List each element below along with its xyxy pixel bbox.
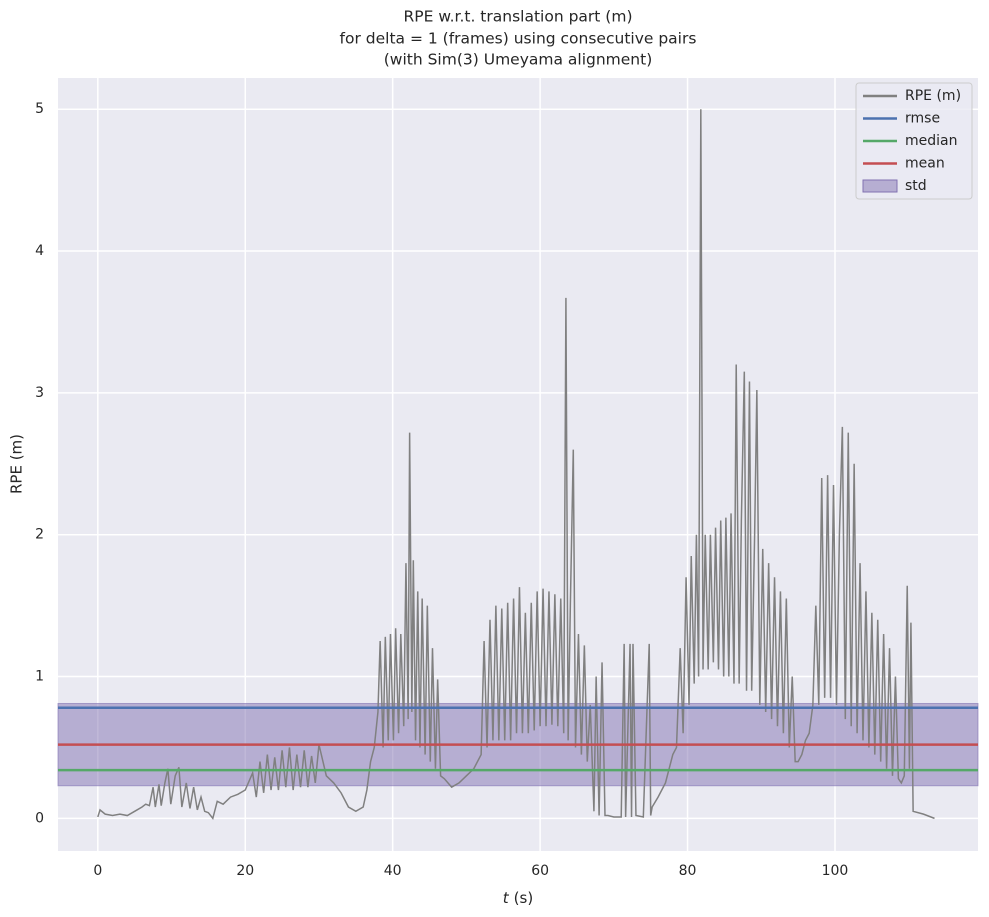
x-axis-label: t (s) <box>503 889 533 907</box>
y-axis-label: RPE (m) <box>8 434 26 494</box>
x-label-var: t <box>503 889 510 907</box>
legend-label: RPE (m) <box>905 88 961 104</box>
y-tick-label: 5 <box>35 101 44 117</box>
legend-label: mean <box>905 156 945 172</box>
y-tick-label: 3 <box>35 385 44 401</box>
x-tick-label: 100 <box>822 863 849 879</box>
title-line: for delta = 1 (frames) using consecutive… <box>340 30 697 48</box>
x-tick-label: 20 <box>236 863 254 879</box>
title-line: RPE w.r.t. translation part (m) <box>403 8 632 26</box>
x-tick-label: 40 <box>384 863 402 879</box>
legend-label: std <box>905 178 927 194</box>
y-tick-label: 0 <box>35 810 44 826</box>
y-tick-label: 2 <box>35 527 44 543</box>
rpe-line <box>97 109 935 821</box>
y-tick-label: 4 <box>35 243 44 259</box>
x-label-unit: (s) <box>514 889 534 907</box>
x-tick-label: 60 <box>531 863 549 879</box>
y-tick-label: 1 <box>35 669 44 685</box>
title-line: (with Sim(3) Umeyama alignment) <box>384 51 653 69</box>
legend-label: rmse <box>905 111 940 127</box>
x-tick-label: 80 <box>679 863 697 879</box>
legend-box <box>855 82 973 200</box>
x-tick-label: 0 <box>93 863 102 879</box>
legend-swatch <box>862 179 898 193</box>
legend-label: median <box>905 133 957 149</box>
